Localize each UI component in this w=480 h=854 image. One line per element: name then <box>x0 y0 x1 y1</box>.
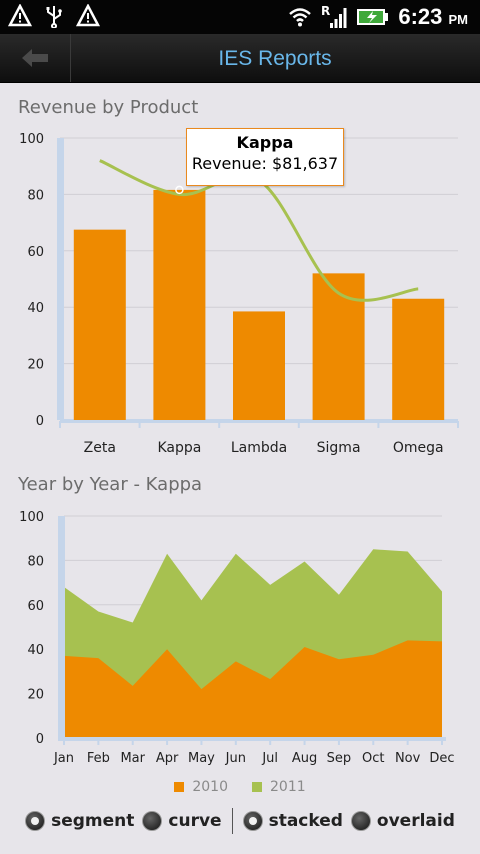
bar-kappa <box>153 189 206 420</box>
x-tick-label: Kappa <box>157 440 201 456</box>
x-tick-label: Jan <box>53 751 74 766</box>
warning-icon <box>76 4 100 27</box>
y-tick-label: 40 <box>27 643 44 658</box>
x-tick-label: May <box>188 751 215 766</box>
chart-tooltip: Kappa Revenue: $81,637 <box>186 128 344 186</box>
y-tick-label: 0 <box>36 732 44 747</box>
y-tick-label: 40 <box>27 301 44 316</box>
tooltip-title: Kappa <box>236 133 294 152</box>
legend-label-2011: 2011 <box>270 779 306 795</box>
x-tick-label: Jun <box>225 751 246 766</box>
revenue-bar-chart[interactable]: 0 20 40 60 80 100 Zeta Kappa Lambda Sigma Omega <box>0 120 480 470</box>
legend-swatch-2010 <box>174 782 185 792</box>
x-tick-label: Sep <box>327 751 352 766</box>
back-button[interactable] <box>0 34 71 82</box>
tooltip-value: Revenue: $81,637 <box>191 154 339 173</box>
chart-legend: 2010 2011 <box>0 779 480 795</box>
revenue-chart-title: Revenue by Product <box>18 97 199 118</box>
y-tick-label: 0 <box>36 414 44 429</box>
warning-icon <box>8 4 32 27</box>
y-tick-label: 20 <box>27 688 44 703</box>
x-tick-label: Jul <box>261 751 278 766</box>
segment-option[interactable]: segment <box>25 811 134 831</box>
back-arrow-icon <box>22 49 48 67</box>
highlight-marker <box>175 185 184 195</box>
x-tick-label: Zeta <box>84 440 116 456</box>
x-tick-label: Nov <box>395 751 421 766</box>
x-tick-label: Oct <box>362 751 384 766</box>
page-title: IES Reports <box>218 47 332 70</box>
y-tick-label: 20 <box>27 358 44 373</box>
overlaid-radio[interactable] <box>350 811 371 831</box>
clock-ampm: PM <box>448 12 469 27</box>
y-axis <box>58 516 65 738</box>
clock-time: 6:23 <box>398 4 443 29</box>
wifi-icon <box>289 8 312 27</box>
yoy-area-chart[interactable]: 0 20 40 60 80 100 Jan Feb Mar Apr May Jun Jul Aug Sep O… <box>0 498 480 778</box>
chart-options: segment curve stacked overlaid <box>0 808 480 834</box>
stacked-option[interactable]: stacked <box>242 811 343 831</box>
x-tick-label: Mar <box>120 751 145 766</box>
y-tick-label: 60 <box>27 599 44 614</box>
bar-lambda <box>233 311 285 420</box>
title-bar: IES Reports <box>0 34 480 83</box>
area-2010 <box>64 640 442 738</box>
x-tick-label: Apr <box>156 751 179 766</box>
y-axis <box>57 138 64 420</box>
legend-item-2011: 2011 <box>252 779 306 795</box>
y-tick-label: 100 <box>19 510 44 525</box>
x-tick-label: Sigma <box>317 440 361 456</box>
curve-option[interactable]: curve <box>142 811 222 831</box>
x-tick-label: Omega <box>393 440 444 456</box>
segment-label: segment <box>51 811 135 831</box>
x-tick-label: Dec <box>429 751 454 766</box>
legend-label-2010: 2010 <box>192 779 228 795</box>
bar-zeta <box>73 229 126 420</box>
status-bar: R 6:23 PM <box>0 0 480 34</box>
yoy-chart-title: Year by Year - Kappa <box>18 474 203 495</box>
usb-icon <box>46 6 62 28</box>
bar-omega <box>392 298 445 420</box>
x-tick-label: Feb <box>87 751 110 766</box>
signal-roaming-icon: R <box>321 4 347 28</box>
options-divider <box>231 808 233 834</box>
segment-radio[interactable] <box>25 811 46 831</box>
battery-charging-icon <box>357 9 389 25</box>
stacked-label: stacked <box>268 811 343 831</box>
x-tick-label: Aug <box>292 751 317 766</box>
y-tick-label: 80 <box>27 188 44 203</box>
x-tick-label: Lambda <box>231 440 287 456</box>
legend-item-2010: 2010 <box>174 779 228 795</box>
y-tick-label: 100 <box>19 132 44 147</box>
curve-radio[interactable] <box>142 811 163 831</box>
y-tick-label: 80 <box>27 554 44 569</box>
legend-swatch-2011 <box>252 782 262 792</box>
overlaid-label: overlaid <box>376 811 455 831</box>
bar-sigma <box>312 273 365 420</box>
roaming-label: R <box>321 4 330 18</box>
overlaid-option[interactable]: overlaid <box>350 811 455 831</box>
stacked-radio[interactable] <box>242 811 263 831</box>
y-tick-label: 60 <box>27 245 44 260</box>
curve-label: curve <box>168 811 222 831</box>
